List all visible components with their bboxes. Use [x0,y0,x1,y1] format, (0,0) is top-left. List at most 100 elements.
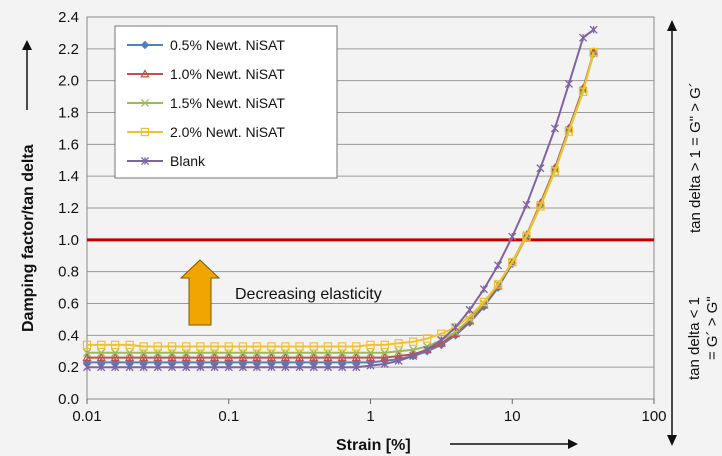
data-point [82,348,92,357]
data-point [96,352,106,362]
data-point [167,363,177,372]
data-point [238,363,248,372]
data-point [337,342,347,351]
right-label-upper: tan delta > 1 = Gʺ > G´ [687,82,704,233]
data-point [280,352,291,362]
data-point [125,363,134,372]
data-point [394,356,403,365]
legend-marker [140,98,150,108]
legend-marker [140,156,150,166]
series-3 [82,47,598,351]
data-point [125,340,134,350]
data-point [281,363,290,372]
x-tick-label: 10 [504,408,521,425]
data-point [153,363,162,372]
data-point [139,342,148,351]
data-point [365,352,376,362]
data-point [564,79,573,88]
data-point [139,352,149,362]
data-point [309,363,318,372]
data-point [295,363,304,372]
x-tick-label: 100 [641,408,666,425]
series-line [87,51,595,348]
data-point [210,342,219,351]
y-tick-label: 0.2 [58,359,79,376]
data-point [380,340,389,350]
up-arrow-icon [179,259,221,326]
data-point [522,200,531,209]
data-point [182,342,191,351]
y-tick-label: 0.6 [58,296,79,313]
data-point [195,352,206,362]
data-point [394,347,403,356]
data-point [97,363,106,372]
data-point [196,342,205,351]
data-point [536,164,545,173]
data-point [224,342,233,351]
data-point [295,342,304,351]
data-point [451,323,460,332]
data-point [493,261,503,270]
y-tick-label: 0.0 [58,391,79,408]
y-axis-title: Damping factor/tan delta [20,144,37,332]
data-point [536,202,545,211]
data-point [294,352,305,362]
data-point [437,336,446,345]
legend-label: 2.0% Newt. NiSAT [170,124,285,140]
data-point [139,363,148,372]
data-point [125,348,134,357]
series-4 [82,25,598,372]
data-point [507,257,517,266]
data-point [110,352,120,362]
data-point [351,352,361,362]
data-point [82,363,92,372]
data-point [181,352,191,362]
data-point [352,342,361,351]
y-tick-label: 1.6 [58,136,79,153]
data-point [352,363,361,372]
data-point [267,342,276,351]
x-tick-label: 1 [366,408,374,425]
data-point [167,352,177,362]
data-point [409,351,418,361]
data-point [238,352,248,362]
y-tick-label: 0.4 [58,327,79,344]
right-label-lower-1: tan delta < 1 [686,297,703,380]
data-point [423,345,432,354]
data-point [111,348,120,357]
data-point [409,345,418,354]
data-point [196,363,205,372]
data-point [408,337,418,346]
x-axis-title-arrowhead [568,439,578,449]
legend-marker [140,127,150,137]
data-point [209,352,220,362]
legend-label: 1.0% Newt. NiSAT [170,66,285,82]
data-point [182,363,191,372]
data-point [366,361,375,370]
data-point [479,297,489,307]
data-point [224,363,233,372]
right-arrowhead-bottom [667,435,677,446]
data-point [97,340,106,350]
data-point [522,232,531,241]
data-point [579,33,588,42]
legend-label: Blank [170,153,206,169]
data-point [210,363,219,372]
data-point [338,363,347,372]
legend-label: 1.5% Newt. NiSAT [170,95,285,111]
y-tick-label: 0.8 [58,264,79,281]
data-point [550,124,559,133]
data-point [238,342,248,351]
legend-marker [140,40,150,50]
data-point [309,352,319,362]
data-point [266,352,277,362]
data-point [323,363,333,372]
data-point [82,352,92,362]
data-point [111,363,120,372]
y-tick-label: 2.2 [58,41,79,58]
data-point [252,352,262,362]
data-point [267,363,276,372]
data-point [380,348,389,357]
x-axis-title: Strain [%] [336,437,411,454]
